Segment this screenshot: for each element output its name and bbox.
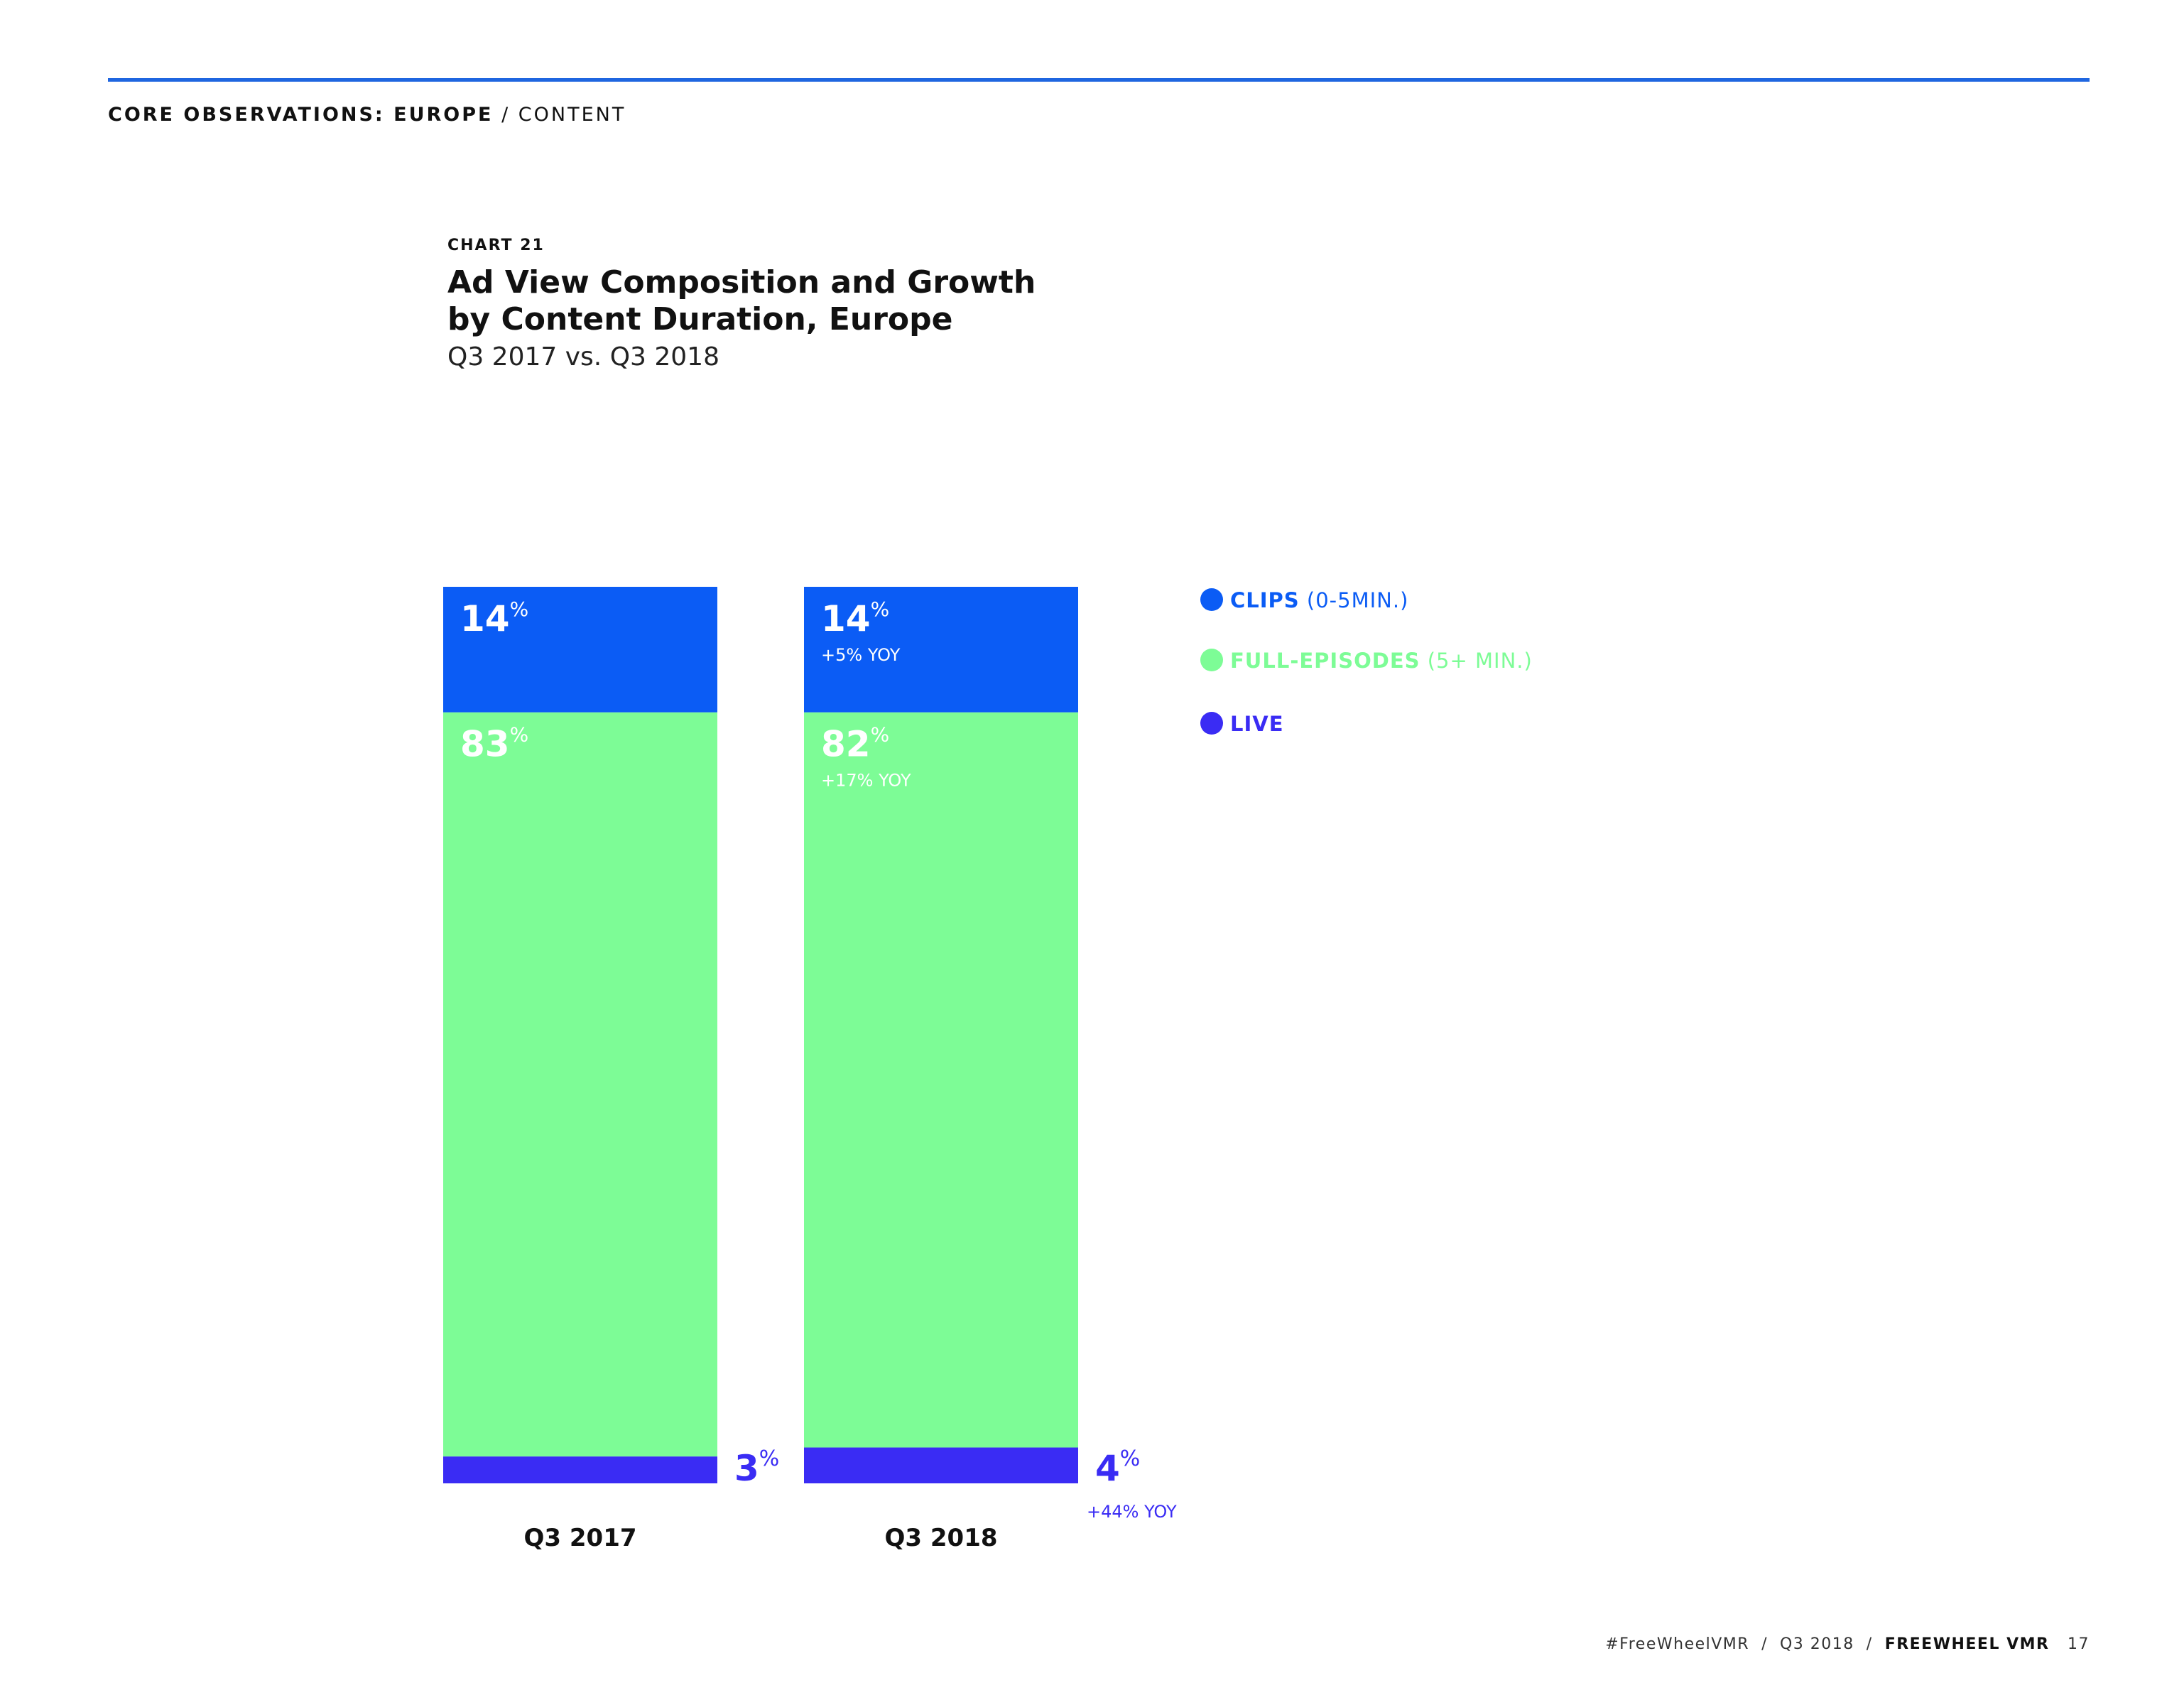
chart-title-line2: by Content Duration, Europe [447, 301, 953, 337]
chart-title: Ad View Composition and Growth by Conten… [447, 264, 1087, 338]
chart-subtitle: Q3 2017 vs. Q3 2018 [447, 342, 719, 372]
subsection-title: CONTENT [518, 104, 626, 126]
footer-brand: FREEWHEEL VMR [1884, 1635, 2050, 1653]
bar-segment-clips-0 [443, 587, 717, 713]
page-footer: #FreeWheelVMR / Q3 2018 / FREEWHEEL VMR … [1605, 1635, 2090, 1653]
data-label-full-episodes-1: 82% [821, 723, 889, 765]
legend-swatch-full-episodes [1200, 649, 1223, 671]
legend-swatch-live [1200, 712, 1223, 735]
legend-item-full-episodes: FULL-EPISODES (5+ MIN.) [1200, 649, 1533, 673]
top-rule [108, 78, 2090, 82]
yoy-label-live-1: +44% YOY [1087, 1502, 1177, 1522]
legend-item-clips: CLIPS (0-5MIN.) [1200, 588, 1408, 613]
category-label-0: Q3 2017 [523, 1524, 636, 1552]
section-header: CORE OBSERVATIONS: EUROPE / CONTENT [108, 104, 626, 126]
footer-hashtag: #FreeWheelVMR [1605, 1635, 1750, 1653]
chart-number: CHART 21 [447, 237, 545, 254]
data-label-live-0: 3% [734, 1446, 779, 1489]
bar-segment-full-episodes-1 [804, 712, 1078, 1448]
legend-swatch-clips [1200, 588, 1223, 611]
section-separator: / [501, 104, 511, 126]
footer-period: Q3 2018 [1779, 1635, 1854, 1653]
bar-segment-full-episodes-0 [443, 712, 717, 1457]
bar-segment-live-1 [804, 1447, 1078, 1483]
yoy-label-clips-1: +5% YOY [821, 645, 901, 665]
legend-label-live: LIVE [1230, 712, 1284, 736]
section-title: CORE OBSERVATIONS: EUROPE [108, 104, 494, 126]
legend-label-clips: CLIPS [1230, 588, 1300, 612]
footer-sep-2: / [1860, 1635, 1879, 1653]
bar-segment-clips-1 [804, 587, 1078, 713]
footer-page-number: 17 [2055, 1635, 2090, 1653]
legend-range-clips: (0-5MIN.) [1306, 588, 1409, 612]
yoy-label-full-episodes-1: +17% YOY [821, 771, 911, 791]
chart-title-line1: Ad View Composition and Growth [447, 264, 1036, 301]
legend-item-live: LIVE [1200, 712, 1284, 737]
bar-segment-live-0 [443, 1456, 717, 1483]
data-label-full-episodes-0: 83% [460, 723, 528, 765]
data-label-clips-0: 14% [460, 597, 528, 639]
data-label-live-1: 4% [1095, 1446, 1140, 1489]
footer-sep-1: / [1755, 1635, 1774, 1653]
footer-page-value: 17 [2068, 1635, 2090, 1653]
legend-label-full-episodes: FULL-EPISODES [1230, 649, 1420, 673]
data-label-clips-1: 14% [821, 597, 889, 639]
category-label-1: Q3 2018 [884, 1524, 997, 1552]
legend-range-full-episodes: (5+ MIN.) [1427, 649, 1533, 673]
